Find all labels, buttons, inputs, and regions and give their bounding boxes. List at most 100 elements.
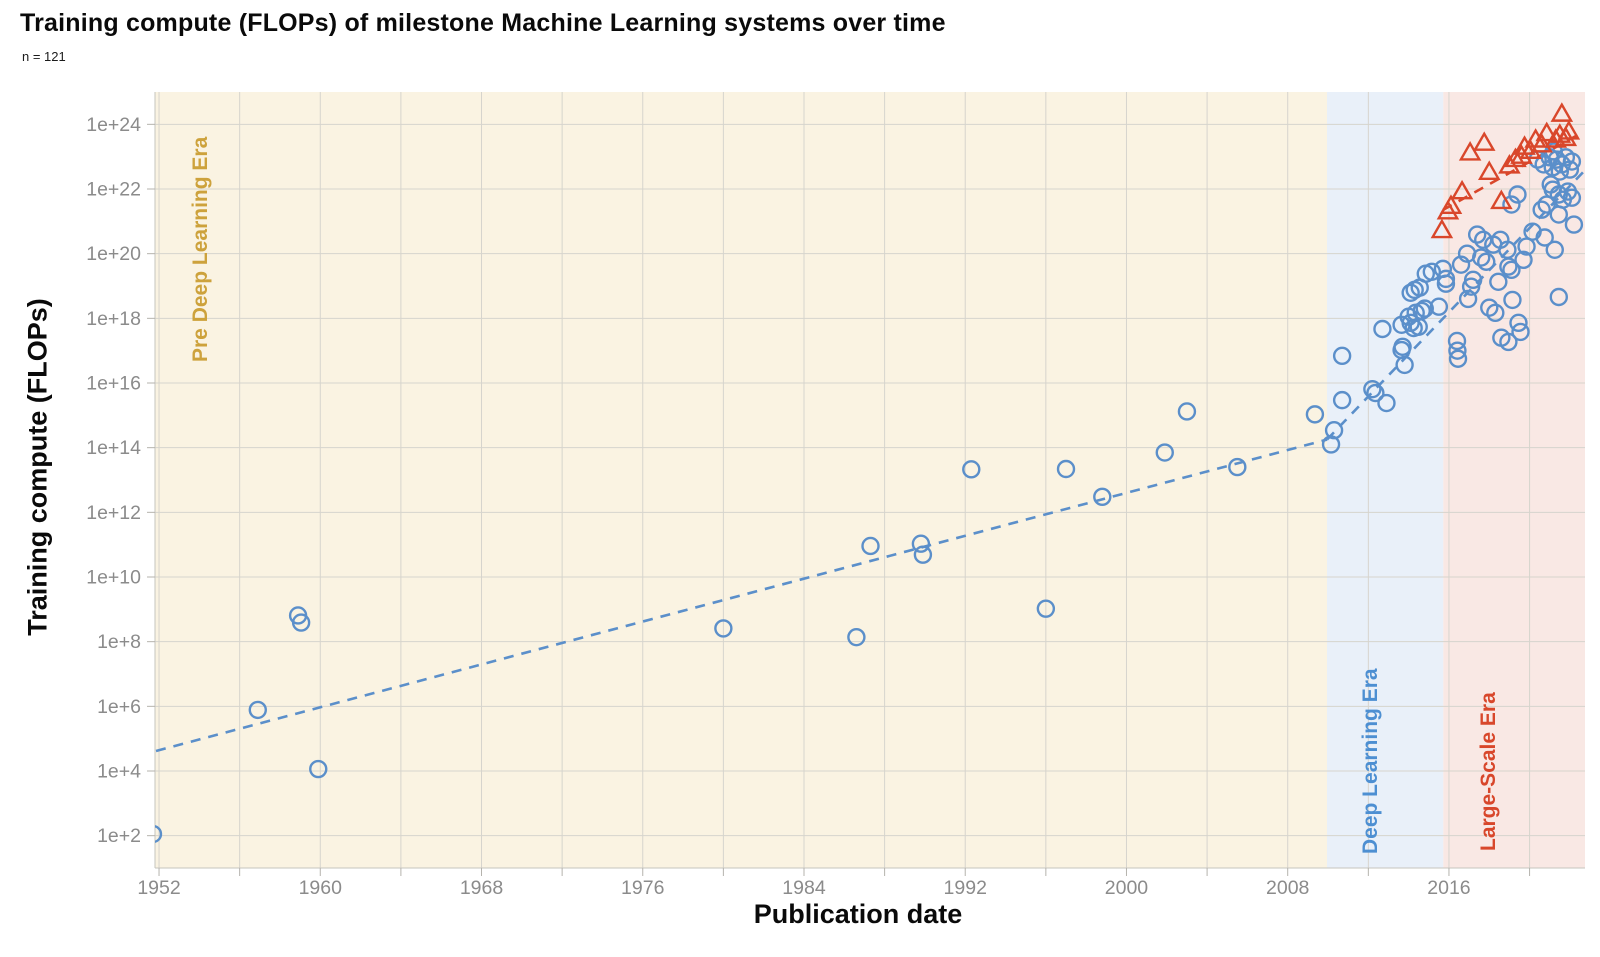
y-tick-label: 1e+16	[86, 373, 141, 395]
data-point-regular	[1549, 185, 1568, 204]
data-point-regular	[155, 825, 163, 844]
data-point-regular	[1549, 287, 1568, 307]
era-label-ls: Large-Scale Era	[1477, 692, 1500, 851]
data-point-regular	[1093, 487, 1112, 507]
data-point-regular	[1412, 301, 1431, 321]
x-tick-label: 2008	[1266, 877, 1309, 899]
data-point-regular	[1502, 260, 1521, 280]
data-point-regular	[1366, 383, 1385, 403]
data-point-regular	[1324, 421, 1344, 440]
data-point-regular	[1545, 240, 1564, 259]
data-point-regular	[1377, 393, 1396, 413]
data-point-regular	[1415, 299, 1434, 318]
x-tick-label: 1976	[621, 877, 664, 899]
data-point-regular	[861, 536, 880, 556]
data-point-regular	[1509, 313, 1528, 333]
y-tick-label: 1e+4	[97, 761, 141, 783]
data-point-regular	[1532, 200, 1551, 219]
data-point-regular	[1363, 379, 1382, 399]
y-tick-label: 1e+6	[97, 696, 141, 718]
y-tick-label: 1e+2	[97, 825, 141, 847]
data-point-regular	[1422, 262, 1442, 281]
data-point-regular	[1486, 303, 1505, 323]
data-point-regular	[1332, 390, 1352, 410]
data-point-regular	[1436, 269, 1456, 289]
era-label-pre: Pre Deep Learning Era	[189, 136, 212, 362]
era-band-pre	[155, 92, 1328, 868]
data-point-regular	[248, 700, 267, 720]
data-point-regular	[1508, 185, 1527, 204]
data-point-large-scale	[1519, 139, 1542, 160]
data-point-large-scale	[1530, 132, 1553, 153]
data-point-large-scale	[1498, 153, 1521, 174]
y-tick-label: 1e+20	[86, 243, 141, 265]
data-point-large-scale	[1490, 189, 1513, 210]
data-point-regular	[1502, 195, 1521, 214]
data-point-regular	[714, 619, 733, 638]
x-tick-label: 1968	[460, 877, 503, 899]
trendline-pre	[155, 438, 1328, 753]
data-point-regular	[1463, 270, 1483, 290]
data-point-regular	[1448, 341, 1467, 360]
x-tick-label: 2016	[1427, 877, 1470, 899]
data-point-regular	[309, 759, 328, 779]
data-point-regular	[962, 460, 981, 479]
data-point-regular	[911, 534, 931, 553]
x-axis-title: Publication date	[753, 899, 963, 929]
data-point-regular	[1503, 290, 1522, 310]
sample-size-label: n = 121	[22, 49, 66, 64]
x-tick-label: 2000	[1105, 877, 1149, 899]
data-point-large-scale	[1430, 218, 1454, 239]
data-point-regular	[913, 545, 933, 564]
y-tick-label: 1e+18	[86, 308, 141, 330]
data-marks	[155, 102, 1585, 844]
data-point-regular	[1401, 283, 1420, 302]
data-point-large-scale	[1458, 141, 1482, 161]
data-point-regular	[1489, 272, 1508, 291]
data-point-large-scale	[1472, 131, 1496, 151]
data-point-regular	[1535, 228, 1554, 247]
trendline-dl	[1326, 170, 1585, 441]
y-tick-label: 1e+14	[86, 437, 141, 459]
x-tick-label: 1952	[137, 877, 180, 899]
data-point-regular	[1472, 248, 1491, 267]
data-point-regular	[1036, 599, 1056, 618]
data-point-large-scale	[1557, 120, 1581, 140]
x-tick-label: 1960	[299, 877, 343, 899]
x-tick-label: 1984	[782, 877, 826, 899]
data-point-regular	[1436, 274, 1456, 293]
x-tick-label: 1992	[944, 877, 987, 899]
data-point-large-scale	[1550, 102, 1574, 122]
data-point-regular	[1480, 298, 1499, 317]
data-point-regular	[1056, 459, 1076, 479]
data-point-regular	[1467, 225, 1487, 244]
era-band-dl	[1327, 92, 1444, 868]
data-point-large-scale	[1477, 160, 1501, 181]
data-point-regular	[1562, 188, 1582, 207]
data-point-regular	[291, 613, 311, 632]
data-point-regular	[1228, 457, 1247, 477]
era-label-dl: Deep Learning Era	[1359, 668, 1382, 854]
data-point-regular	[847, 627, 866, 647]
data-point-regular	[1332, 346, 1352, 366]
y-tick-label: 1e+8	[97, 631, 141, 653]
data-point-regular	[1511, 322, 1530, 342]
y-tick-label: 1e+10	[86, 567, 141, 589]
data-point-regular	[1448, 349, 1468, 368]
data-point-regular	[1499, 332, 1518, 352]
data-point-regular	[1429, 297, 1449, 316]
chart-title: Training compute (FLOPs) of milestone Ma…	[20, 9, 946, 37]
data-point-regular	[1447, 331, 1467, 351]
data-point-large-scale	[1535, 121, 1558, 142]
data-point-regular	[1155, 443, 1174, 462]
data-point-regular	[1451, 255, 1471, 274]
data-point-regular	[1177, 402, 1197, 421]
data-point-regular	[1514, 250, 1533, 270]
y-tick-label: 1e+24	[86, 114, 141, 136]
data-point-regular	[1564, 215, 1584, 234]
data-point-regular	[1305, 405, 1325, 424]
data-point-large-scale	[1450, 179, 1474, 200]
data-point-regular	[1499, 257, 1518, 276]
data-point-regular	[1395, 355, 1414, 375]
